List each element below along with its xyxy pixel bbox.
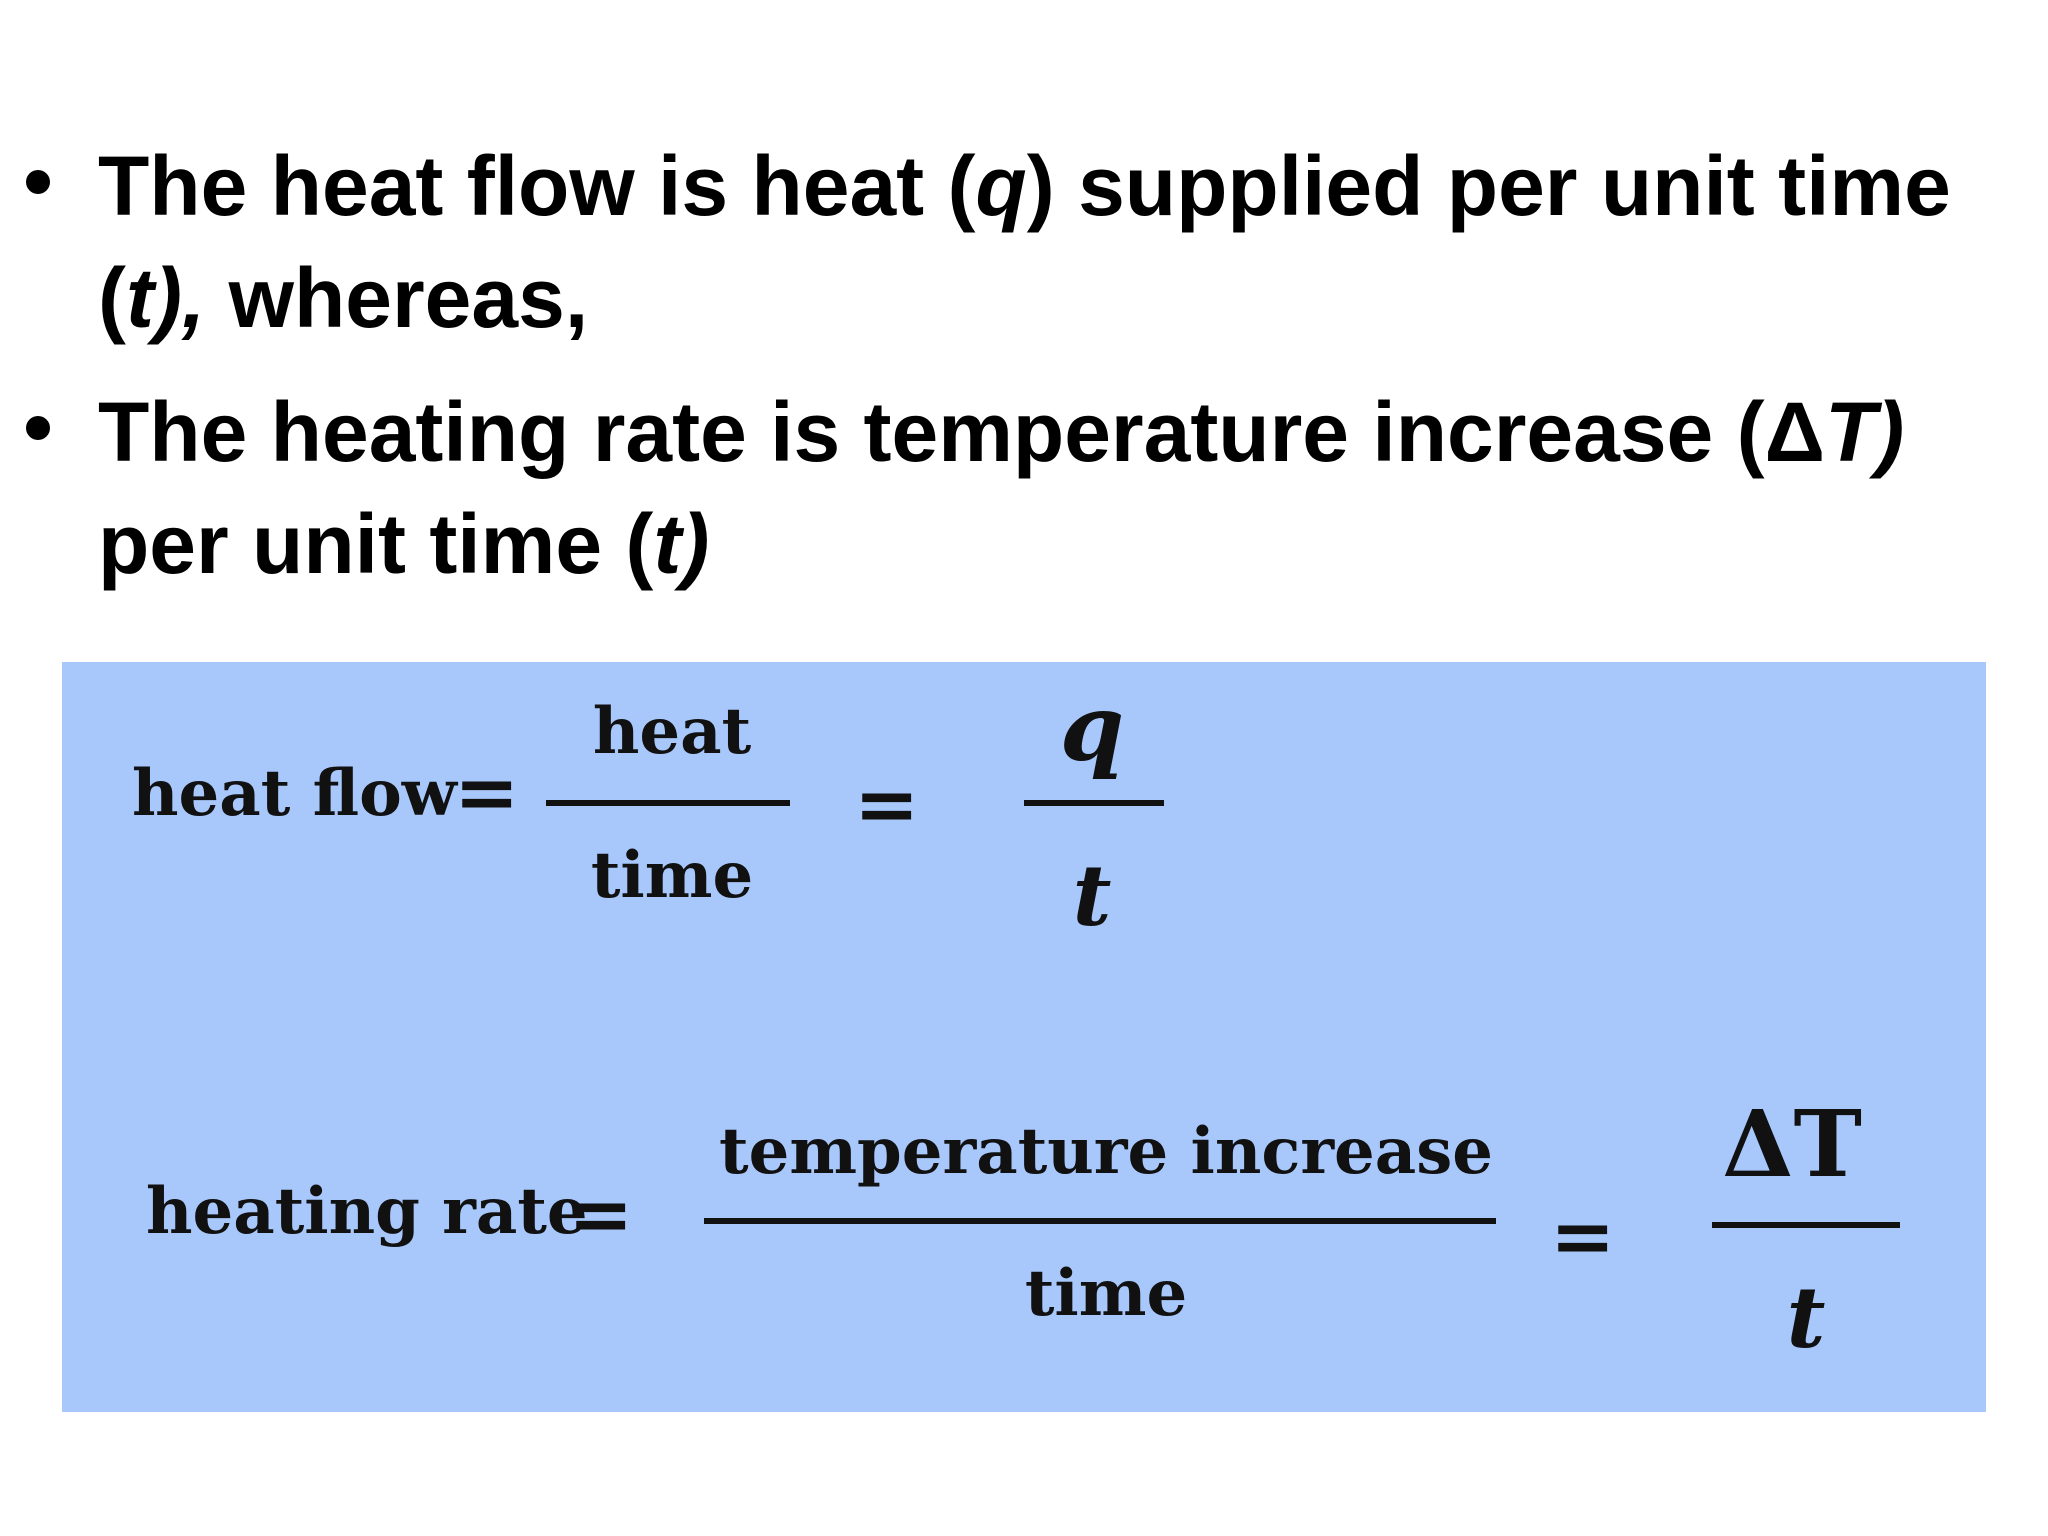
bullet-heat-flow: The heat flow is heat (q) supplied per u…	[0, 130, 2048, 354]
formula1-numerator: heat	[592, 694, 752, 769]
formula2-numerator: temperature increase	[719, 1114, 1493, 1189]
formula1-denominator-t: t	[1072, 846, 1112, 945]
formula1-equals2: =	[854, 759, 920, 850]
formula2-equals2: =	[1550, 1191, 1616, 1282]
bullet-text-part: per unit time (	[98, 497, 654, 591]
formula1-fraction-bar	[546, 800, 790, 806]
formula2-denominator-t: t	[1786, 1268, 1826, 1367]
formula2-fraction-bar-2	[1712, 1222, 1900, 1228]
variable-t: t	[653, 497, 682, 591]
formula1-fraction-bar-2	[1024, 800, 1164, 806]
variable-t: t	[125, 251, 154, 345]
bullet-text-part: )	[681, 497, 710, 591]
bullet-text-part: )	[1876, 385, 1905, 479]
formula2-fraction-bar	[704, 1218, 1496, 1224]
bullet-text-part: whereas,	[205, 251, 589, 345]
bullet-dot-icon	[26, 170, 50, 194]
bullet-text-part: ),	[153, 251, 206, 345]
variable-T: T	[1824, 385, 1877, 479]
formula1-numerator-q: q	[1059, 674, 1125, 782]
formula1-denominator: time	[590, 838, 754, 913]
variable-q: q	[975, 139, 1027, 233]
bullet-text-part: The heating rate is temperature increase…	[98, 385, 1825, 479]
formula2-denominator: time	[1024, 1256, 1188, 1331]
formula-panel: heat flow = heat time = q t heating rate…	[62, 662, 1986, 1412]
bullet-text-part: ) supplied per unit time (	[98, 139, 1951, 345]
formula2-lhs: heating rate	[146, 1174, 588, 1249]
formula2-numerator-delta-t: ΔT	[1722, 1090, 1862, 1198]
bullet-heating-rate: The heating rate is temperature increase…	[0, 376, 2048, 600]
formula2-equals: =	[568, 1169, 634, 1260]
formula1-equals: =	[454, 747, 520, 838]
formula1-lhs: heat flow	[132, 756, 457, 831]
bullet-list: The heat flow is heat (q) supplied per u…	[0, 130, 2048, 622]
bullet-text-part: The heat flow is heat (	[98, 139, 976, 233]
bullet-dot-icon	[26, 416, 50, 440]
